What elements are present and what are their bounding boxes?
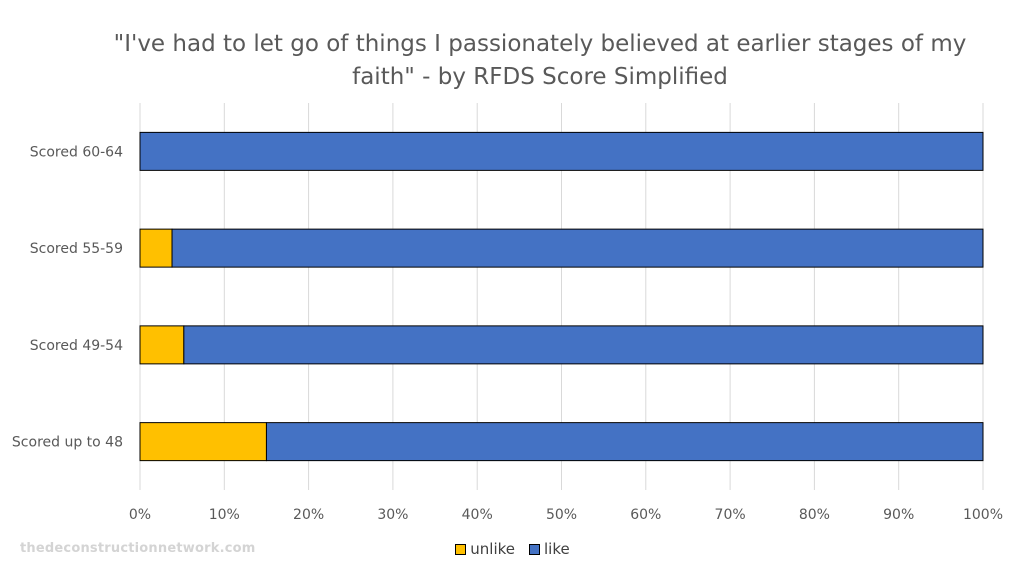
x-tick-label: 0% [129,507,151,523]
bar-unlike [139,422,267,462]
chart-title: "I've had to let go of things I passiona… [113,31,967,90]
x-tick-label: 100% [963,507,1003,523]
x-axis-tick-labels: 0% 10% 20% 30% 40% 50% 60% 70% 80% 90% 100% [129,507,1003,523]
bars [139,131,984,462]
legend-entry-unlike: unlike [455,540,515,558]
y-category-label: Scored 49-54 [30,338,123,354]
x-tick-label: 40% [462,507,493,523]
y-category-label: Scored up to 48 [12,435,123,451]
legend: unlike like [0,540,1025,558]
y-axis-labels: Scored 60-64 Scored 55-59 Scored 49-54 Scor… [12,144,123,450]
x-tick-label: 50% [546,507,577,523]
bar-like [183,325,984,365]
watermark: thedeconstructionnetwork.com [20,541,256,556]
x-tick-label: 80% [799,507,830,523]
x-tick-label: 10% [209,507,240,523]
x-tick-label: 20% [293,507,324,523]
bar-like [139,131,984,171]
x-tick-label: 70% [715,507,746,523]
x-tick-label: 60% [630,507,661,523]
y-category-label: Scored 60-64 [30,144,123,160]
legend-label-like: like [544,540,570,558]
legend-swatch-like [529,543,540,555]
x-tick-label: 30% [377,507,408,523]
x-tick-label: 90% [883,507,914,523]
legend-swatch-unlike [455,543,467,555]
legend-entry-like: like [529,540,570,558]
bar-like [171,228,984,268]
bar-unlike [139,228,173,268]
bar-unlike [139,325,185,365]
y-category-label: Scored 55-59 [30,241,123,257]
legend-label-unlike: unlike [470,540,515,558]
bar-like [265,422,984,462]
